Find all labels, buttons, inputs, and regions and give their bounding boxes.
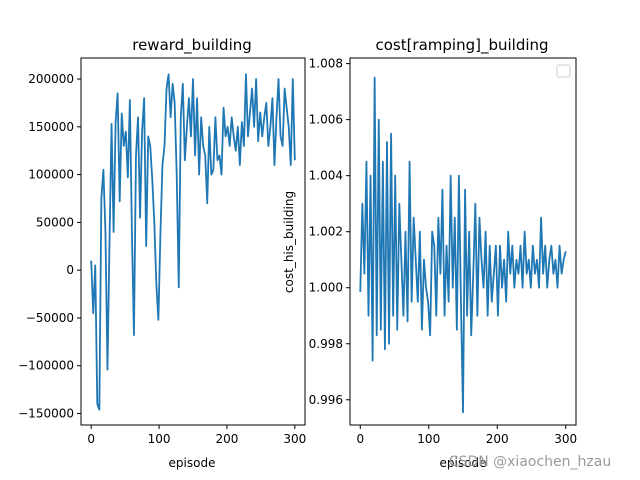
left-x-tick-label: 100 — [148, 432, 171, 446]
left-axes-frame — [80, 57, 306, 426]
left-y-tick-label: 0 — [66, 263, 74, 277]
left-y-tick-label: 150000 — [28, 120, 74, 134]
left-y-tick-label: −150000 — [18, 407, 74, 421]
right-y-tick-label: 0.996 — [309, 393, 343, 407]
left-chart-title: reward_building — [132, 36, 252, 55]
watermark: CSDN @xiaochen_hzau — [449, 454, 611, 470]
right-y-tick-label: 1.000 — [309, 281, 343, 295]
right-plot-area: 0 100 200 300 0.996 0.998 1.000 1.002 1.004 1.006… — [309, 57, 578, 446]
right-x-tick-label: 200 — [486, 432, 509, 446]
right-y-tick-label: 1.006 — [309, 113, 343, 127]
right-chart-title: cost[ramping]_building — [375, 36, 548, 55]
left-x-tick-label: 300 — [283, 432, 306, 446]
left-plot-area: 0 100 200 300 −150000 −100000 −50000 0 50000 1000… — [18, 72, 306, 446]
left-y-tick-label: 100000 — [28, 168, 74, 182]
left-x-tick-label: 0 — [87, 432, 95, 446]
right-x-tick-label: 100 — [417, 432, 440, 446]
left-y-tick-label: −50000 — [26, 311, 74, 325]
left-y-tick-label: 50000 — [36, 215, 74, 229]
right-x-axis-label: episode — [440, 456, 487, 470]
right-y-tick-label: 1.004 — [309, 169, 343, 183]
right-y-tick-label: 1.002 — [309, 225, 343, 239]
left-axes: reward_building 0 100 200 300 −150000 −100000… — [18, 36, 306, 470]
right-legend-box — [556, 64, 571, 78]
right-x-tick-label: 0 — [356, 432, 364, 446]
left-y-tick-label: 200000 — [28, 72, 74, 86]
left-series-line — [90, 73, 296, 411]
right-series-line — [359, 76, 567, 414]
left-x-tick-label: 200 — [215, 432, 238, 446]
left-y-tick-label: −100000 — [18, 359, 74, 373]
right-axes: cost[ramping]_building 0 100 200 300 0.996 0.… — [282, 36, 577, 470]
right-axes-frame — [349, 57, 577, 426]
right-y-axis-label: cost_his_building — [282, 191, 296, 293]
left-x-axis-label: episode — [169, 456, 216, 470]
right-y-tick-label: 1.008 — [309, 57, 343, 71]
right-y-tick-label: 0.998 — [309, 337, 343, 351]
right-x-tick-label: 300 — [554, 432, 577, 446]
